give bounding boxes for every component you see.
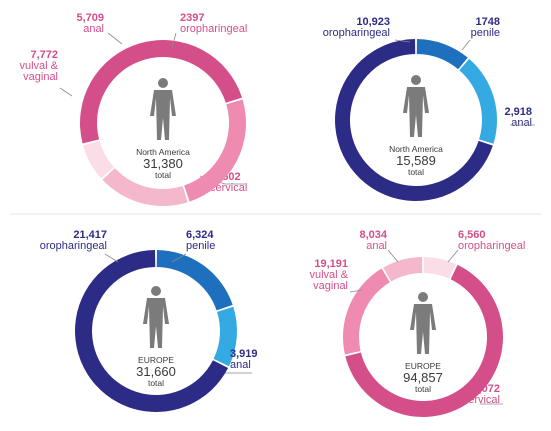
slice-value-label: 61,072	[466, 383, 500, 395]
human-figure-icon	[150, 78, 176, 140]
leader-line	[387, 249, 399, 263]
slice-value-label: 5,709	[76, 12, 104, 24]
slice-name-label: oropharingeal	[458, 240, 525, 252]
slice-penile	[416, 39, 468, 70]
slice-name-label: cervical	[210, 182, 247, 194]
slice-oropharingeal	[423, 257, 456, 279]
slice-name-label: penile	[471, 27, 500, 39]
slice-oropharingeal	[83, 140, 114, 179]
slice-value-label: 2397	[180, 12, 204, 24]
slice-vulval-vaginal	[343, 268, 390, 355]
slice-name-label: oropharingeal	[40, 240, 107, 252]
slice-name-label: vulval &	[19, 60, 58, 72]
center-total-word: total	[408, 167, 424, 177]
slice-anal	[459, 58, 497, 144]
leader-line	[394, 39, 411, 43]
slice-name-label: anal	[83, 23, 104, 35]
slice-value-label: 3,919	[230, 348, 258, 360]
leader-line	[461, 39, 471, 51]
slice-value-label: 21,417	[73, 229, 107, 241]
slice-value-label: 6,560	[458, 229, 486, 241]
slice-name-label: anal	[511, 117, 532, 129]
slice-vulval-vaginal	[184, 99, 246, 202]
slice-cervical	[80, 40, 243, 144]
slice-name-label: cervical	[463, 394, 500, 406]
center-total-value: 31,660	[136, 364, 176, 379]
slice-anal	[213, 306, 237, 367]
leader-line	[104, 253, 119, 263]
human-figure-icon	[143, 286, 169, 348]
slice-name-label: vulval &	[309, 269, 348, 281]
slice-anal	[383, 257, 423, 282]
slice-value-label: 7,772	[30, 49, 58, 61]
slice-name-label: vaginal	[313, 280, 348, 292]
center-total-word: total	[148, 378, 164, 388]
slice-value-label: 19,191	[314, 258, 348, 270]
leader-line	[349, 289, 363, 293]
slice-value-label: 10,923	[356, 16, 390, 28]
leader-line	[171, 253, 187, 263]
slice-name-label: penile	[186, 240, 215, 252]
slice-name-label: anal	[230, 359, 251, 371]
slice-name-label: oropharingeal	[323, 27, 390, 39]
center-region-label: North America	[136, 147, 190, 157]
leader-line	[447, 249, 459, 263]
slice-value-label: 8,034	[359, 229, 387, 241]
slice-penile	[156, 250, 233, 311]
human-figure-icon	[403, 75, 429, 137]
center-total-value: 94,857	[403, 370, 443, 385]
slice-name-label: vaginal	[23, 71, 58, 83]
leader-line	[107, 32, 123, 45]
leader-line	[59, 87, 73, 97]
human-figure-icon	[410, 292, 436, 354]
center-region-label: EUROPE	[405, 361, 441, 371]
center-total-word: total	[155, 170, 171, 180]
center-region-label: North America	[389, 144, 443, 154]
center-region-label: EUROPE	[138, 355, 174, 365]
slice-value-label: 1748	[476, 16, 500, 28]
center-total-word: total	[415, 384, 431, 394]
slice-value-label: 2,918	[504, 106, 532, 118]
center-total-value: 15,589	[396, 153, 436, 168]
center-total-value: 31,380	[143, 156, 183, 171]
slice-name-label: anal	[366, 240, 387, 252]
leader-line	[171, 32, 177, 49]
slice-value-label: 6,324	[186, 229, 214, 241]
slice-anal	[102, 168, 188, 207]
slice-name-label: oropharingeal	[180, 23, 247, 35]
